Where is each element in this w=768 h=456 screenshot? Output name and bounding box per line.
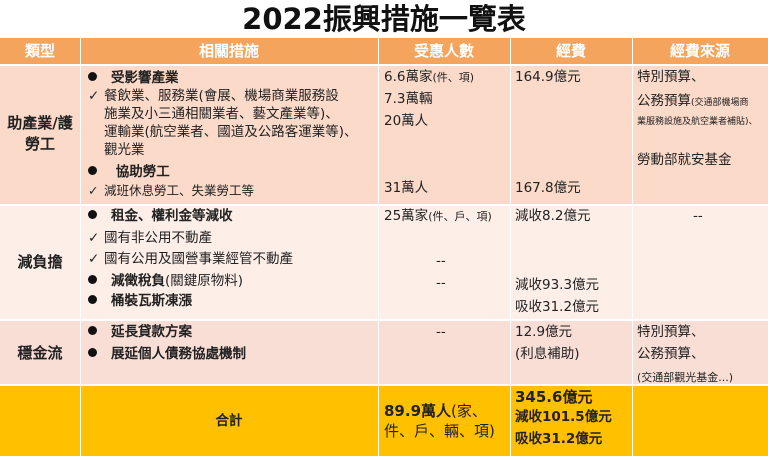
total-funding: 吸收31.2億元 — [515, 431, 603, 447]
page-title: 2022振興措施一覽表 — [242, 2, 526, 36]
row-reduce-burden — [0, 205, 768, 320]
beneficiaries: -- — [436, 253, 446, 269]
bullet-icon — [88, 295, 97, 304]
measure-heading: 展延個人債務協處機制 — [88, 345, 246, 363]
total-funding: 減收101.5億元 — [515, 409, 612, 425]
source: -- — [693, 208, 703, 224]
bullet-icon — [88, 275, 97, 284]
source: 公務預算、 — [637, 346, 705, 362]
source: 特別預算、 — [637, 69, 705, 85]
measure-detail: ✓ 減班休息勞工、失業勞工等 — [88, 183, 255, 198]
row-support-industry — [0, 65, 768, 205]
measure-heading: 租金、權利金等減收 — [88, 207, 233, 225]
funding: 吸收31.2億元 — [515, 299, 600, 315]
type-label: 減負擔 — [17, 253, 63, 271]
bullet-icon — [88, 348, 97, 357]
funding: 167.8億元 — [515, 180, 581, 196]
beneficiaries: 7.3萬輛 — [384, 91, 433, 107]
measure-heading: 受影響產業 — [88, 69, 179, 87]
total-label: 合計 — [215, 413, 243, 429]
bullet-icon — [88, 72, 97, 81]
bullet-icon — [88, 166, 97, 175]
total-beneficiaries: 89.9萬人(家、 件、戶、輛、項) — [384, 402, 495, 440]
type-label: 穩金流 — [17, 344, 63, 362]
header-row — [0, 38, 768, 65]
type-label: 助產業/護 勞工 — [7, 114, 73, 153]
header-funding: 經費 — [555, 42, 586, 60]
funding: 164.9億元 — [515, 69, 581, 85]
funding: 減收93.3億元 — [515, 277, 600, 293]
source: (交通部觀光基金...) — [637, 371, 734, 384]
header-measures: 相關措施 — [198, 42, 259, 60]
beneficiaries: 20萬人 — [384, 113, 429, 129]
bullet-icon — [88, 210, 97, 219]
row-total — [0, 385, 768, 456]
measure-detail: ✓ 國有非公用不動產 — [88, 230, 212, 246]
measure-heading: 桶裝瓦斯凍漲 — [88, 292, 192, 310]
measure-heading: 延長貸款方案 — [88, 323, 192, 341]
row-stabilize-cashflow — [0, 320, 768, 385]
measure-heading: 協助勞工 — [88, 163, 170, 181]
beneficiaries: 6.6萬家(件、項) — [384, 69, 475, 85]
total-funding: 345.6億元 — [515, 388, 593, 406]
measure-heading: 減徵稅負(關鍵原物料) — [88, 272, 243, 290]
check-icon: ✓ — [88, 251, 100, 267]
funding: 減收8.2億元 — [515, 208, 591, 224]
source: 特別預算、 — [637, 324, 705, 340]
check-icon: ✓ — [88, 88, 100, 104]
beneficiaries: -- — [436, 275, 446, 291]
header-type: 類型 — [24, 42, 55, 60]
measure-detail: ✓ 國有公用及國營事業經管不動產 — [88, 251, 293, 267]
source: 業服務設施及航空業者補貼)、 — [637, 117, 758, 127]
header-source: 經費來源 — [669, 42, 730, 60]
source: 勞動部就安基金 — [637, 152, 732, 168]
bullet-icon — [88, 326, 97, 335]
measure-detail: 餐飲業、服務業(會展、機場商業服務設 施業及小三通相關業者、藝文產業等)、 運輸業(… — [104, 88, 358, 158]
beneficiaries: -- — [436, 324, 446, 340]
check-icon: ✓ — [88, 183, 99, 198]
beneficiaries: 31萬人 — [384, 180, 429, 196]
check-icon: ✓ — [88, 230, 100, 246]
source: 公務預算(交通部機場商 — [637, 93, 749, 109]
beneficiaries: 25萬家(件、戶、項) — [384, 208, 492, 224]
funding: 12.9億元 — [515, 324, 573, 340]
funding: (利息補助) — [515, 346, 580, 362]
header-beneficiaries: 受惠人數 — [413, 42, 474, 60]
